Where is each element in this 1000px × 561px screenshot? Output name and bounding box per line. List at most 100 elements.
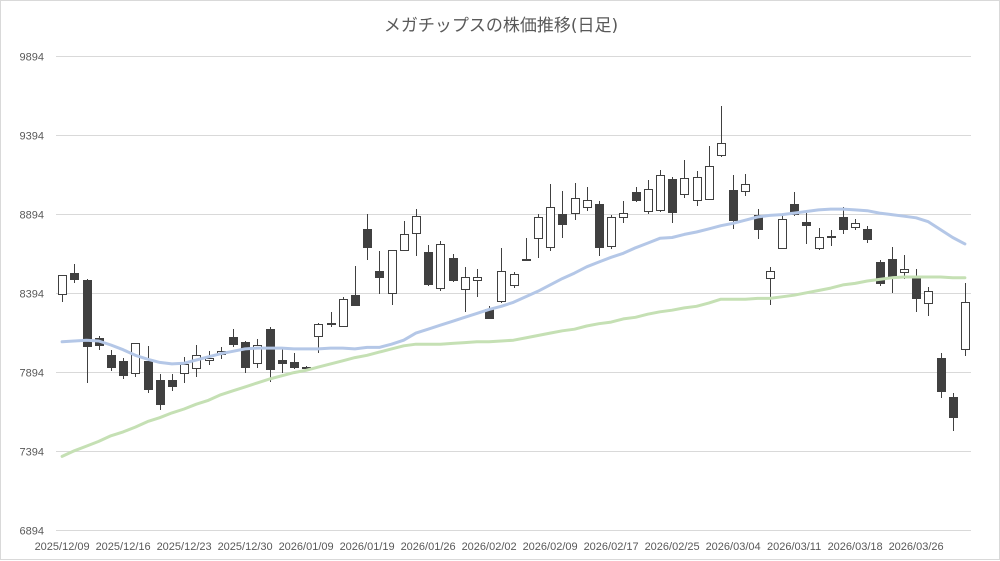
candle	[571, 183, 580, 220]
x-tick-label: 2026/03/04	[706, 541, 761, 553]
moving-average-line	[60, 275, 967, 458]
x-tick-label: 2026/02/17	[584, 541, 639, 553]
candle-body-up	[400, 234, 409, 251]
candle	[705, 146, 714, 200]
candle	[851, 219, 860, 230]
candle-body-down	[888, 259, 897, 278]
candle-body-down	[949, 397, 958, 418]
candle	[522, 238, 531, 261]
candle-body-up	[497, 271, 506, 302]
candle-body-up	[656, 175, 665, 211]
candle	[400, 221, 409, 251]
candle-body-up	[473, 277, 482, 281]
candle-body-up	[644, 189, 653, 212]
candle-body-down	[375, 271, 384, 278]
candle	[278, 347, 287, 373]
candle-body-down	[558, 214, 567, 225]
candle	[546, 184, 555, 251]
candle-body-down	[107, 355, 116, 368]
y-tick-label: 8394	[20, 289, 44, 301]
candle-body-up	[851, 223, 860, 228]
candle-body-down	[937, 358, 946, 392]
candle	[876, 260, 885, 286]
x-tick-label: 2026/01/19	[340, 541, 395, 553]
candle	[119, 358, 128, 379]
candle-body-up	[961, 302, 970, 350]
candle-body-down	[863, 229, 872, 240]
candle	[729, 175, 738, 229]
candle	[924, 287, 933, 316]
candle-body-down	[363, 229, 372, 248]
candle	[717, 106, 726, 157]
candle	[473, 269, 482, 297]
candle	[802, 213, 811, 244]
candle	[461, 267, 470, 312]
candle	[863, 226, 872, 243]
x-tick-label: 2026/01/26	[401, 541, 456, 553]
x-axis-labels: 2025/12/09 2025/12/16 2025/12/23 2025/12/30…	[35, 541, 944, 553]
candle-body-down	[70, 273, 79, 280]
candle-body-up	[253, 345, 262, 364]
candle	[229, 329, 238, 347]
candle-body-up	[461, 277, 470, 290]
candle	[839, 207, 848, 234]
candle-body-down	[290, 362, 299, 368]
candle	[107, 350, 116, 371]
candle-body-up	[436, 244, 445, 289]
candle-body-down	[912, 277, 921, 299]
y-tick-label: 7894	[20, 368, 44, 380]
candle	[83, 279, 92, 383]
candle-body-down	[83, 280, 92, 347]
candle-body-up	[607, 217, 616, 247]
candle	[644, 180, 653, 214]
candle-body-down	[119, 361, 128, 376]
candle	[827, 230, 836, 246]
candle-body-down	[241, 342, 250, 368]
y-tick-label: 9894	[20, 52, 44, 64]
candle	[241, 341, 250, 373]
x-tick-label: 2025/12/16	[96, 541, 151, 553]
candle	[144, 346, 153, 393]
candle	[754, 209, 763, 239]
candle-body-up	[827, 236, 836, 238]
candle-body-down	[729, 190, 738, 221]
candle	[558, 191, 567, 238]
x-tick-label: 2025/12/23	[157, 541, 212, 553]
candle	[656, 170, 665, 212]
moving-average-lines	[60, 207, 967, 458]
candle-body-up	[180, 364, 189, 374]
candle-body-up	[741, 184, 750, 192]
candle-body-up	[900, 269, 909, 273]
candle-body-up	[339, 299, 348, 327]
candle-body-up	[717, 143, 726, 156]
candle	[741, 174, 750, 196]
candle	[168, 374, 177, 391]
candle-body-up	[58, 275, 67, 295]
candle-body-up	[314, 324, 323, 337]
candle-body-up	[815, 237, 824, 249]
candle	[412, 209, 421, 256]
candle	[949, 393, 958, 431]
candles	[58, 106, 970, 431]
candle-body-up	[583, 200, 592, 208]
x-tick-label: 2026/03/11	[767, 541, 821, 553]
candle-body-up	[131, 343, 140, 374]
candle-body-down	[449, 258, 458, 281]
candle	[266, 327, 275, 382]
candle-body-up	[778, 219, 787, 249]
candle-body-down	[522, 259, 531, 261]
gridlines	[56, 56, 971, 531]
x-tick-label: 2026/02/09	[523, 541, 578, 553]
candle	[900, 255, 909, 279]
candle-body-up	[680, 178, 689, 195]
candle-body-down	[156, 380, 165, 405]
candle-body-up	[546, 207, 555, 248]
y-tick-label: 7394	[20, 447, 44, 459]
x-tick-label: 2026/01/09	[279, 541, 334, 553]
y-axis-labels: 9894 9394 8894 8394 7894 7394 6894	[20, 52, 44, 538]
candle-body-down	[632, 192, 641, 201]
candle	[595, 201, 604, 256]
candle	[70, 264, 79, 283]
candle-body-up	[693, 177, 702, 201]
